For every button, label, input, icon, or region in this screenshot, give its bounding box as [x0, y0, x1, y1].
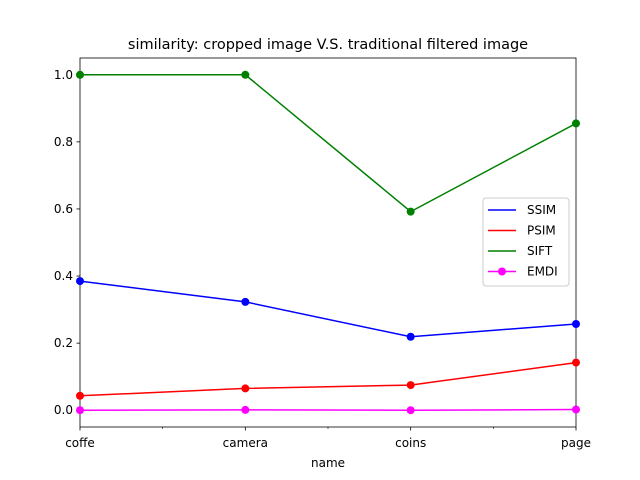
data-point-ssim — [76, 277, 84, 286]
data-point-psim — [76, 391, 84, 400]
series-line-psim — [79, 361, 577, 397]
data-point-emdi — [76, 406, 84, 415]
y-tick-label: 0.8 — [54, 135, 73, 149]
data-point-psim — [241, 384, 250, 393]
legend-label-ssim: SSIM — [527, 203, 556, 217]
legend-label-emdi: EMDI — [527, 265, 558, 279]
chart-title: similarity: cropped image V.S. tradition… — [128, 37, 528, 53]
x-tick-label: page — [561, 436, 591, 450]
legend: SSIM PSIM SIFT EMDI — [482, 197, 570, 287]
legend-label-sift: SIFT — [527, 244, 553, 258]
x-tick-label: coffe — [65, 436, 95, 450]
data-point-psim — [406, 381, 415, 390]
data-point-psim — [572, 358, 580, 367]
x-tick-label: coins — [395, 436, 426, 450]
series-line-sift — [80, 74, 577, 213]
y-tick-label: 0.4 — [54, 269, 73, 283]
y-tick-label: 0.2 — [54, 336, 73, 350]
data-point-sift — [76, 70, 84, 79]
legend-label-psim: PSIM — [527, 224, 556, 238]
y-tick-label: 0.6 — [54, 202, 73, 216]
plot-area: 0.0 0.2 0.4 0.6 0.8 1.0 coffe camera coins page — [54, 57, 591, 450]
x-axis-label: name — [311, 456, 345, 470]
y-tick-label: 1.0 — [54, 68, 73, 82]
legend-box — [482, 197, 570, 287]
series-line-emdi — [79, 408, 577, 411]
data-point-ssim — [572, 320, 580, 329]
data-point-sift — [241, 70, 250, 79]
data-point-ssim — [406, 332, 415, 341]
data-point-emdi — [241, 405, 250, 414]
series-line-ssim — [79, 280, 577, 338]
data-point-ssim — [241, 297, 250, 306]
x-tick-label: camera — [223, 436, 268, 450]
data-point-sift — [406, 207, 415, 216]
data-point-sift — [572, 119, 580, 128]
data-point-emdi — [572, 405, 580, 414]
y-tick-label: 0.0 — [54, 403, 73, 417]
legend-marker-emdi — [498, 267, 506, 276]
data-point-emdi — [406, 406, 415, 415]
